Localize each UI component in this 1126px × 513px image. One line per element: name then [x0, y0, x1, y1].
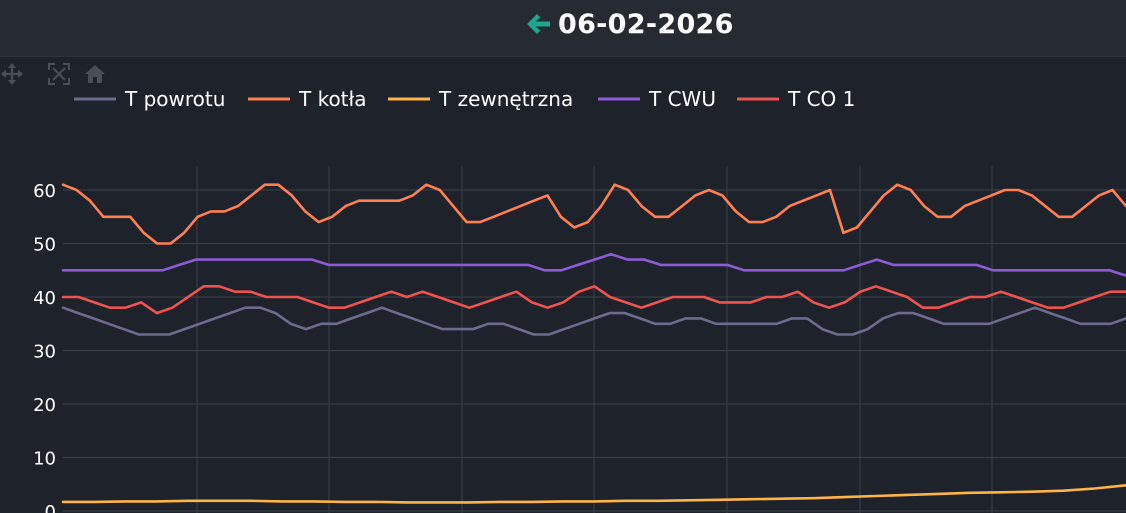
- date-navigation: 06-02-2026: [524, 6, 734, 42]
- y-tick-label: 50: [33, 235, 56, 256]
- line-chart: 0 10 20 30 40 50 60 T powrotu T kotła T zewnętrz…: [33, 87, 1126, 513]
- series-line-2: [61, 183, 1126, 245]
- y-tick-label: 10: [33, 449, 56, 470]
- legend-item-label[interactable]: T CO 1: [787, 87, 855, 111]
- chart-legend: T powrotu T kotła T zewnętrzna T CWU T CO 1: [74, 87, 855, 111]
- y-tick-label: 60: [33, 181, 56, 202]
- pan-icon[interactable]: [0, 62, 24, 86]
- y-axis-ticks: 0 10 20 30 40 50 60: [33, 181, 56, 513]
- series-line-5: [61, 285, 1126, 315]
- chart-grid: [63, 166, 1126, 513]
- autoscale-icon[interactable]: [47, 62, 71, 86]
- legend-item-label[interactable]: T CWU: [648, 87, 716, 111]
- y-tick-label: 0: [45, 502, 56, 513]
- legend-item-label[interactable]: T kotła: [298, 87, 366, 111]
- series-line-3: [61, 483, 1126, 504]
- home-icon[interactable]: [83, 62, 107, 86]
- date-header: 06-02-2026: [0, 0, 1126, 57]
- chart-series: [61, 183, 1126, 504]
- series-line-1: [61, 306, 1126, 336]
- y-tick-label: 20: [33, 395, 56, 416]
- y-tick-label: 40: [33, 288, 56, 309]
- legend-item-label[interactable]: T zewnętrzna: [438, 87, 573, 111]
- legend-item-label[interactable]: T powrotu: [124, 87, 225, 111]
- y-tick-label: 30: [33, 342, 56, 363]
- arrow-left-icon[interactable]: [524, 10, 552, 38]
- series-line-4: [61, 252, 1126, 277]
- date-title: 06-02-2026: [558, 8, 734, 40]
